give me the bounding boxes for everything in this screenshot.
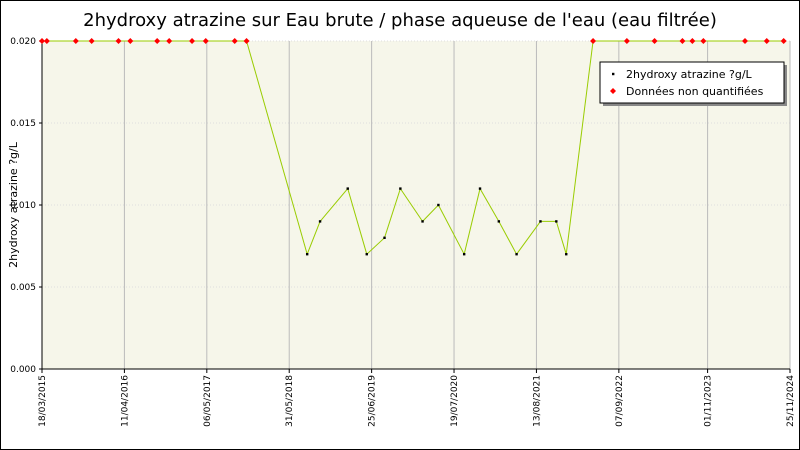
chart-title: 2hydroxy atrazine sur Eau brute / phase … (83, 10, 717, 31)
x-tick-label: 06/05/2017 (203, 375, 213, 427)
legend-marker (612, 72, 615, 76)
point (127, 38, 134, 44)
legend-label: 2hydroxy atrazine ?g/L (626, 68, 753, 81)
point (189, 38, 196, 44)
x-tick-label: 19/07/2020 (450, 375, 460, 427)
line-segment (555, 221, 567, 255)
x-tick-label: 18/03/2015 (38, 375, 48, 427)
line-segment (463, 188, 481, 255)
y-axis-label: 2hydroxy atrazine ?g/L (7, 141, 20, 268)
line-segment (498, 221, 518, 255)
line-segment (565, 40, 594, 255)
point (383, 236, 386, 239)
point (39, 38, 45, 44)
point (399, 187, 402, 190)
y-tick-label: 0.020 (10, 37, 36, 47)
point (305, 253, 309, 256)
point (780, 38, 787, 44)
x-tick-label: 07/09/2022 (615, 375, 625, 427)
point (590, 38, 597, 44)
line-segment (306, 221, 321, 255)
legend-box (599, 61, 785, 104)
x-tick-label: 11/04/2016 (120, 375, 130, 427)
line-segment (347, 188, 368, 255)
point (689, 38, 696, 44)
point (115, 38, 122, 44)
point (700, 38, 707, 44)
line-segment (516, 221, 541, 255)
line-segment (479, 188, 500, 222)
line-segment (246, 40, 308, 255)
point (763, 38, 770, 44)
line-segment (422, 204, 439, 222)
x-tick-label: 13/08/2021 (532, 375, 542, 427)
point (72, 38, 79, 44)
point (365, 253, 368, 256)
line-segment (399, 188, 423, 222)
line-segment (366, 237, 385, 255)
y-tick-label: 0.005 (10, 283, 36, 293)
point (88, 38, 95, 44)
x-tick-label: 01/11/2023 (704, 375, 714, 427)
line-segment (437, 204, 465, 255)
point (43, 38, 50, 44)
point (651, 38, 658, 44)
line-segment (384, 188, 401, 238)
point (421, 220, 424, 223)
point (166, 38, 173, 44)
x-tick-label: 25/11/2024 (786, 375, 796, 427)
point (515, 253, 518, 256)
x-tick-label: 31/05/2018 (285, 375, 295, 427)
x-tick-label: 25/06/2019 (368, 375, 378, 427)
y-tick-label: 0.010 (10, 201, 36, 211)
line-segment (319, 188, 349, 222)
point (462, 253, 466, 256)
point (741, 38, 748, 44)
point (539, 220, 542, 223)
point (346, 187, 349, 190)
point (202, 38, 209, 44)
point (318, 220, 322, 223)
point (437, 203, 440, 207)
legend-marker (610, 88, 616, 94)
point (231, 38, 238, 44)
legend-label: Données non quantifiées (626, 85, 764, 98)
point (679, 38, 686, 44)
point (555, 220, 558, 223)
point (243, 38, 250, 44)
point (623, 38, 630, 44)
point (497, 220, 501, 223)
point (154, 38, 161, 44)
y-tick-label: 0.015 (10, 119, 36, 129)
point (478, 187, 482, 190)
point (565, 253, 568, 256)
y-tick-label: 0.000 (10, 365, 36, 375)
